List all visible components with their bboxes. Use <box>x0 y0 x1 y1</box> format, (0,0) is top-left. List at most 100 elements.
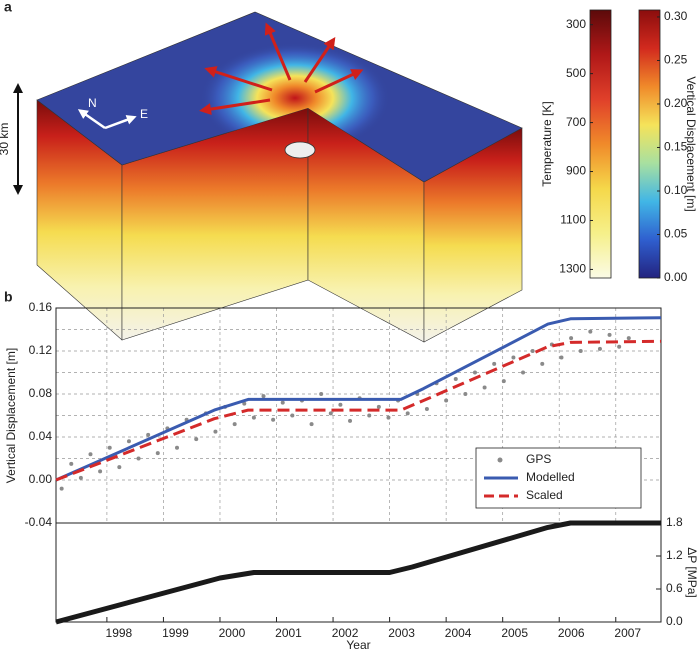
gps-point <box>213 429 218 434</box>
series-line <box>55 316 662 482</box>
gps-point <box>290 413 295 418</box>
source <box>284 141 316 159</box>
gps-point <box>559 355 564 360</box>
gps-point <box>386 415 391 420</box>
y-tick-label: 0.12 <box>29 343 53 357</box>
gps-point <box>117 465 122 470</box>
colorbar-tick-label: 900 <box>566 164 586 178</box>
series-line <box>55 520 661 625</box>
gps-point <box>251 415 256 420</box>
legend-label: Modelled <box>526 470 575 484</box>
colorbar-tick-label: 0.15 <box>664 140 688 154</box>
gps-point <box>280 400 285 405</box>
gps-point <box>309 422 314 427</box>
gps-point <box>328 411 333 416</box>
colorbar-tick-label: 0.10 <box>664 183 688 197</box>
gps-point <box>59 486 64 491</box>
colorbar-tick-label: 1100 <box>560 213 586 227</box>
displacement-arrows <box>199 22 364 116</box>
gps-point <box>367 413 372 418</box>
gps-point <box>405 411 410 416</box>
colorbar-tick-label: 500 <box>566 66 586 80</box>
y-tick-label: 0.0 <box>666 614 683 628</box>
x-tick-label: 2007 <box>614 626 641 640</box>
gps-point <box>136 456 141 461</box>
x-tick-label: 1999 <box>162 626 189 640</box>
colorbar-tick-label: 700 <box>566 115 586 129</box>
gps-point <box>146 432 151 437</box>
gps-point <box>338 402 343 407</box>
gps-point <box>155 451 160 456</box>
x-tick-label: 2006 <box>558 626 585 640</box>
gps-point <box>319 392 324 396</box>
gps-point <box>175 445 179 450</box>
gps-point <box>98 469 103 474</box>
gps-point <box>232 422 237 427</box>
block-diagram: N E 30 km <box>0 11 523 343</box>
x-tick-label: 2005 <box>501 626 528 640</box>
colorbar-tick-label: 0.20 <box>664 96 688 110</box>
colorbar-tick-label: 1300 <box>559 262 586 276</box>
x-tick-label: 2004 <box>445 626 472 640</box>
x-tick-label: 2001 <box>275 626 302 640</box>
y-axis-label: Vertical Displacement [m] <box>4 348 18 483</box>
gps-point <box>348 418 353 423</box>
gps-point <box>242 401 247 406</box>
gps-point <box>511 355 516 360</box>
y-tick-label: 1.8 <box>666 515 683 529</box>
colorbar-label: Temperature [K] <box>540 101 554 186</box>
y-axis-label: ΔP [MPa] <box>685 547 697 597</box>
gps-point <box>521 370 526 375</box>
x-tick-label: 2002 <box>332 626 359 640</box>
x-tick-label: 2003 <box>388 626 415 640</box>
colorbar <box>589 9 612 279</box>
colorbar-tick-label: 300 <box>566 17 586 31</box>
panel-label: b <box>4 289 13 305</box>
x-tick-label: 2000 <box>219 626 246 640</box>
series-line <box>55 339 662 482</box>
gps-point <box>126 439 131 444</box>
plot-frame <box>55 522 662 623</box>
gps-point <box>453 376 458 381</box>
gps-point <box>482 385 487 390</box>
compass <box>77 109 137 130</box>
gps-point <box>569 336 574 341</box>
gps-point <box>88 452 93 457</box>
y-tick-label: 1.2 <box>666 548 683 562</box>
gps-point <box>78 475 83 480</box>
gps-point <box>597 346 602 351</box>
y-tick-label: 0.16 <box>29 300 53 314</box>
panel-label: a <box>4 0 12 15</box>
y-tick-label: 0.04 <box>29 429 53 443</box>
gps-point <box>261 394 266 399</box>
gps-point <box>501 379 506 384</box>
compass-label: N <box>88 96 97 110</box>
legend-label: Scaled <box>526 488 563 502</box>
gps-point <box>607 332 612 337</box>
gps-point <box>69 461 74 466</box>
gps-point <box>626 336 631 341</box>
colorbar-tick-label: 0.25 <box>664 53 688 67</box>
colorbar-label: Vertical Displacement [m] <box>684 76 697 211</box>
gps-point <box>578 349 583 353</box>
gps-point <box>463 392 468 396</box>
gps-point <box>588 329 593 334</box>
y-tick-label: -0.04 <box>25 515 53 529</box>
gps-point <box>472 370 477 375</box>
colorbar <box>638 9 661 279</box>
colorbar-tick-label: 0.05 <box>664 227 688 241</box>
displacement-field <box>200 43 390 153</box>
gps-point <box>540 361 545 366</box>
y-tick-label: 0.6 <box>666 581 683 595</box>
legend-swatch <box>497 457 503 463</box>
gps-point <box>376 404 381 409</box>
gps-point <box>424 407 429 412</box>
gps-point <box>492 361 497 366</box>
x-tick-label: 1998 <box>106 626 133 640</box>
gps-point <box>194 437 199 442</box>
y-tick-label: 0.08 <box>29 386 53 400</box>
legend-label: GPS <box>526 452 551 466</box>
gps-point <box>530 349 535 353</box>
depth-label: 30 km <box>0 123 11 156</box>
